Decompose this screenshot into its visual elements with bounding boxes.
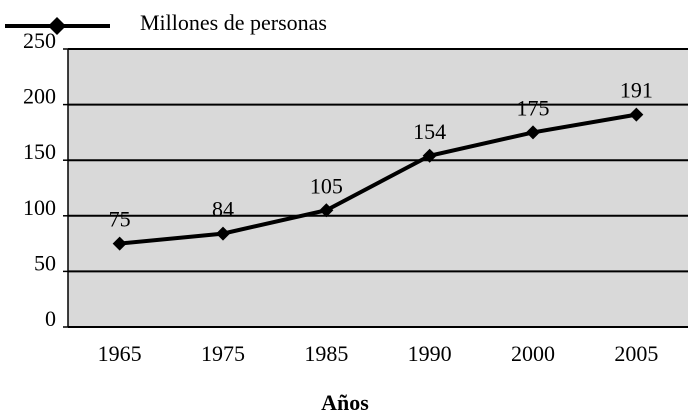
data-point bbox=[629, 107, 644, 122]
data-label: 84 bbox=[212, 197, 234, 222]
data-point bbox=[216, 226, 230, 241]
x-tick-label: 1990 bbox=[408, 341, 452, 366]
data-label: 175 bbox=[517, 95, 550, 120]
data-label: 75 bbox=[109, 207, 131, 232]
x-tick-label: 2005 bbox=[614, 341, 658, 366]
legend-marker bbox=[48, 17, 66, 35]
data-point bbox=[526, 125, 540, 140]
x-tick-label: 1975 bbox=[201, 341, 245, 366]
data-point bbox=[112, 236, 127, 251]
x-tick-label: 2000 bbox=[511, 341, 555, 366]
y-tick-label: 100 bbox=[23, 195, 56, 220]
x-tick-label: 1985 bbox=[304, 341, 348, 366]
data-label: 105 bbox=[310, 173, 343, 198]
data-label: 191 bbox=[620, 78, 653, 103]
series-line bbox=[119, 112, 637, 246]
data-point bbox=[319, 203, 334, 218]
plot-area bbox=[68, 49, 688, 327]
legend-label: Millones de personas bbox=[140, 10, 327, 35]
y-tick-label: 200 bbox=[23, 84, 56, 109]
data-point bbox=[422, 148, 437, 163]
x-tick-label: 1965 bbox=[98, 341, 142, 366]
y-tick-label: 50 bbox=[34, 250, 56, 275]
y-tick-label: 0 bbox=[45, 306, 56, 331]
data-label: 154 bbox=[413, 119, 446, 144]
x-axis-title: Años bbox=[321, 390, 369, 415]
y-tick-label: 150 bbox=[23, 139, 56, 164]
y-tick-label: 250 bbox=[23, 28, 56, 53]
